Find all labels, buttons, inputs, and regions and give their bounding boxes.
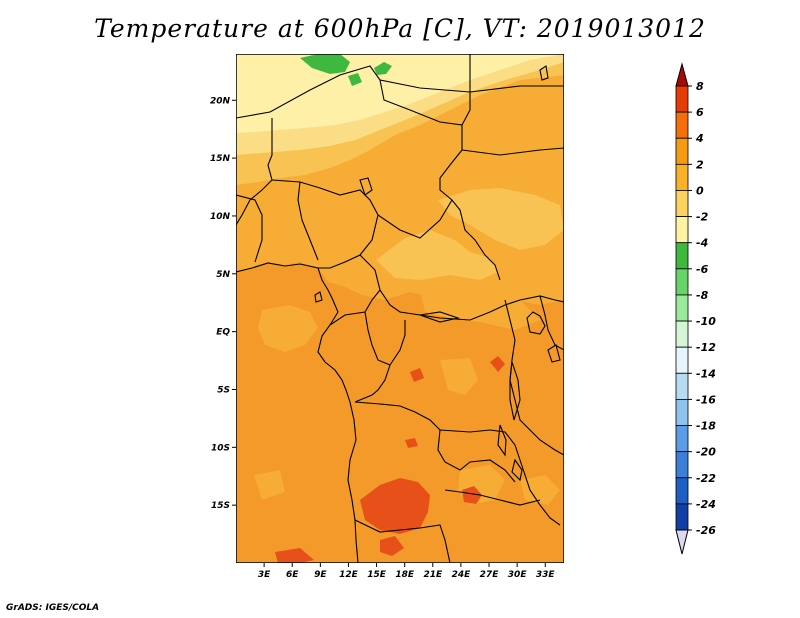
colorbar-box bbox=[675, 425, 689, 453]
colorbar-box bbox=[675, 346, 689, 374]
colorbar-box bbox=[675, 477, 689, 505]
colorbar-label: -2 bbox=[696, 211, 709, 224]
field-band-minus4-to-minus2 bbox=[236, 54, 564, 133]
colorbar-label: -12 bbox=[696, 341, 716, 354]
colorbar-box bbox=[675, 85, 689, 113]
colorbar-label: 8 bbox=[696, 80, 704, 93]
field-patch-above-6-e bbox=[380, 536, 404, 556]
colorbar-box bbox=[675, 372, 689, 400]
colorbar-label: -8 bbox=[696, 289, 709, 302]
colorbar-label: -18 bbox=[696, 420, 716, 433]
colorbar-box bbox=[675, 216, 689, 244]
lat-tick-label: 10S bbox=[211, 443, 230, 453]
colorbar-box bbox=[675, 242, 689, 270]
lon-tick-label: 6E bbox=[286, 570, 299, 580]
colorbar: 8 6 4 2 0 -2 -4 -6 -8 -10 -12 -14 -16 -18 -20 -22 -24 -26 bbox=[675, 62, 716, 555]
colorbar-box bbox=[675, 399, 689, 426]
lon-tick-label: 18E bbox=[395, 570, 415, 580]
field-patch-2-to-4-f bbox=[520, 475, 560, 505]
field-patch-0-to-2-a bbox=[376, 230, 498, 280]
lon-tick-label: 33E bbox=[536, 570, 556, 580]
lon-tick-label: 15E bbox=[367, 570, 387, 580]
lon-tick-label: 30E bbox=[508, 570, 528, 580]
lon-tick-label: 24E bbox=[452, 570, 472, 580]
field-patch-above-6-b bbox=[462, 486, 482, 504]
colorbar-label: -4 bbox=[696, 237, 708, 250]
field-patch-above-6-c bbox=[275, 548, 314, 563]
lat-tick-label: 5S bbox=[217, 385, 230, 395]
lon-tick-label: 21E bbox=[423, 570, 443, 580]
field-patch-0-to-2-b bbox=[438, 188, 564, 250]
latitude-axis: 20N 15N 10N 5N EQ 5S 10S 15S bbox=[210, 96, 236, 511]
lon-tick-label: 12E bbox=[339, 570, 359, 580]
colorbar-top-arrow bbox=[675, 62, 689, 87]
field-patch-minus6-to-minus4-c bbox=[374, 62, 392, 75]
temperature-field bbox=[236, 54, 564, 563]
lon-tick-label: 9E bbox=[314, 570, 327, 580]
colorbar-label: -20 bbox=[696, 446, 716, 459]
colorbar-box bbox=[675, 163, 689, 191]
field-patch-above-6-g bbox=[405, 438, 418, 448]
colorbar-label: -26 bbox=[696, 524, 716, 537]
colorbar-label: 4 bbox=[695, 132, 704, 145]
field-patch-2-to-4-e bbox=[254, 470, 285, 500]
colorbar-label: -6 bbox=[696, 263, 709, 276]
colorbar-label: -10 bbox=[696, 315, 716, 328]
colorbar-box bbox=[675, 451, 689, 479]
lat-tick-label: 10N bbox=[210, 212, 231, 222]
colorbar-box bbox=[675, 294, 689, 322]
colorbar-label: -24 bbox=[696, 498, 716, 511]
lon-tick-label: 27E bbox=[480, 570, 500, 580]
field-patch-minus6-to-minus4-b bbox=[348, 73, 362, 86]
colorbar-box bbox=[675, 268, 689, 296]
colorbar-label: -16 bbox=[696, 393, 716, 406]
colorbar-label: 2 bbox=[696, 158, 704, 171]
lat-tick-label: 15N bbox=[210, 154, 231, 164]
map-title: Temperature at 600hPa [C], VT: 201901301… bbox=[94, 14, 706, 43]
lat-tick-label: EQ bbox=[216, 328, 230, 338]
borders bbox=[236, 54, 564, 563]
longitude-axis: 3E 6E 9E 12E 15E 18E 21E 24E 27E 30E 33E bbox=[258, 563, 556, 580]
field-patch-2-to-4-a bbox=[258, 305, 318, 352]
lat-tick-label: 5N bbox=[216, 270, 230, 280]
colorbar-box bbox=[675, 111, 689, 139]
field-patch-above-6-f bbox=[410, 368, 424, 382]
field-patch-above-6-a bbox=[360, 478, 430, 534]
grads-credit: GrADS: IGES/COLA bbox=[6, 603, 100, 613]
colorbar-label: -14 bbox=[696, 367, 716, 380]
field-patch-2-to-4-c bbox=[440, 358, 478, 395]
field-patch-above-6-d bbox=[490, 356, 505, 372]
colorbar-bottom-arrow bbox=[675, 529, 689, 555]
colorbar-box bbox=[675, 137, 689, 165]
colorbar-box bbox=[675, 190, 689, 217]
lon-tick-label: 3E bbox=[258, 570, 271, 580]
field-patch-minus6-to-minus4-a bbox=[300, 54, 350, 74]
lat-tick-label: 15S bbox=[211, 501, 230, 511]
lat-tick-label: 20N bbox=[210, 96, 231, 106]
colorbar-box bbox=[675, 320, 689, 348]
colorbar-label: 0 bbox=[696, 184, 704, 197]
colorbar-label: -22 bbox=[696, 472, 716, 485]
colorbar-label: 6 bbox=[696, 106, 704, 119]
colorbar-box bbox=[675, 503, 689, 531]
